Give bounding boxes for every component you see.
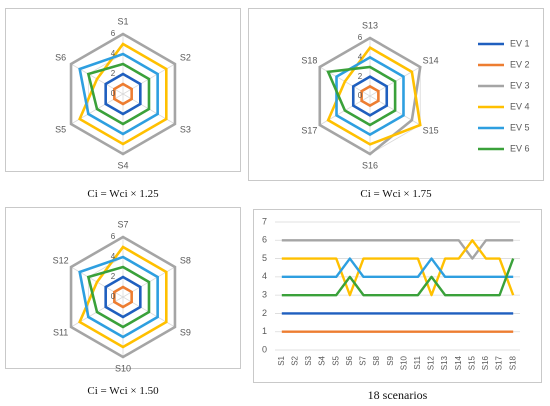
x-tick-label: S7: [359, 355, 368, 365]
radar-tick-label: 0: [111, 89, 116, 98]
radar-series-ev1: [351, 75, 389, 117]
x-tick-label: S5: [331, 355, 340, 365]
x-tick-label: S8: [372, 355, 381, 365]
radar-tick-label: 6: [111, 29, 116, 38]
radar-tick-label: 0: [111, 292, 116, 301]
radar-axis-label: S17: [301, 125, 317, 135]
x-tick-label: S1: [277, 355, 286, 365]
caption-radar-1: Ci = Wci × 1.25: [87, 188, 159, 200]
radar-series-ev6: [86, 62, 151, 126]
radar-tick-label: 6: [111, 232, 116, 241]
line-series-ev5: [281, 257, 514, 279]
x-tick-label: S16: [481, 355, 490, 370]
radar-tick-label: 6: [358, 33, 363, 42]
radar-tick-label: 4: [111, 252, 116, 261]
line-chart: 0 1 2 3 4 5 6 7 S1 S2 S3 S4 S5 S6 S7 S8 S9 S10 S11 S12 S13 S1…: [262, 216, 520, 370]
radar-tick-label: 2: [111, 69, 116, 78]
y-tick-label: 0: [262, 344, 267, 354]
radar-tick-label: 4: [358, 52, 363, 61]
caption-radar-2: Ci = Wci × 1.75: [360, 188, 432, 200]
x-tick-label: S6: [345, 355, 354, 365]
radar-axis-label: S15: [423, 125, 439, 135]
x-tick-label: S9: [386, 355, 395, 365]
radar-axis-label: S3: [180, 124, 191, 134]
x-tick-label: S12: [427, 355, 436, 370]
x-tick-label: S11: [413, 355, 422, 369]
y-tick-label: 3: [262, 290, 267, 300]
radar-series-ev2: [113, 285, 133, 309]
radar-chart-1: 0 2 4 6S1 S2 S3 S4 S5 S6: [55, 16, 191, 170]
radar-series-ev3: [69, 235, 177, 359]
y-tick-label: 6: [262, 235, 267, 245]
radar-tick-label: 2: [111, 272, 116, 281]
x-tick-label: S10: [399, 355, 408, 370]
legend-label: EV 3: [510, 80, 530, 90]
radar-axis-label: S12: [53, 255, 69, 265]
y-tick-label: 2: [262, 308, 267, 318]
radar-series-ev3: [69, 32, 177, 156]
radar-axis-label: S14: [423, 55, 439, 65]
radar-series-ev4: [78, 42, 168, 146]
radar-axis-label: S1: [117, 16, 128, 26]
radar-axis-label: S2: [180, 52, 191, 62]
x-tick-label: S15: [467, 355, 476, 370]
radar-axis-label: S9: [180, 327, 191, 337]
radar-series-ev5: [78, 255, 159, 339]
radar-axis-label: S6: [55, 52, 66, 62]
legend-label: EV 2: [510, 59, 530, 69]
y-tick-label: 5: [262, 253, 267, 263]
caption-radar-3: Ci = Wci × 1.50: [87, 385, 159, 397]
radar-axis-label: S13: [362, 20, 378, 30]
radar-series-ev2: [360, 84, 380, 108]
radar-chart-2: 0 2 4 6 S13 S14 S15 S16 S17 S18: [301, 20, 438, 170]
radar-tick-label: 2: [358, 72, 363, 81]
radar-series-ev4: [78, 245, 168, 349]
caption-line-chart: 18 scenarios: [367, 388, 428, 402]
radar-tick-label: 4: [111, 49, 116, 58]
y-tick-label: 1: [262, 326, 267, 336]
radar-axis-label: S18: [301, 55, 317, 65]
radar-axis-label: S5: [55, 124, 66, 134]
radar-series-ev5: [78, 52, 159, 136]
x-tick-label: S18: [508, 355, 517, 370]
radar-axis-label: S8: [180, 255, 191, 265]
radar-axis-label: S11: [53, 327, 68, 337]
legend-label: EV 6: [510, 143, 530, 153]
radar-series-ev1: [104, 275, 142, 319]
radar-tick-label: 0: [358, 91, 363, 100]
y-tick-label: 4: [262, 271, 267, 281]
legend-label: EV 1: [510, 38, 530, 48]
x-tick-label: S14: [454, 355, 463, 370]
radar-axis-label: S4: [117, 160, 128, 170]
x-tick-label: S2: [291, 355, 300, 365]
radar-series-ev5: [335, 55, 405, 137]
radar-series-ev6: [86, 265, 151, 329]
x-tick-label: S13: [440, 355, 449, 370]
x-tick-label: S17: [495, 355, 504, 370]
line-series-ev3: [281, 239, 514, 260]
legend-label: EV 4: [510, 101, 530, 111]
radar-series-ev6: [326, 65, 397, 127]
x-tick-label: S3: [304, 355, 313, 365]
radar-series-ev2: [113, 82, 133, 106]
legend-label: EV 5: [510, 122, 530, 132]
x-tick-label: S4: [318, 355, 327, 365]
radar-axis-label: S7: [117, 219, 128, 229]
radar-series-ev3: [318, 36, 422, 156]
legend: EV 1 EV 2 EV 3 EV 4 EV 5 EV 6: [478, 38, 530, 153]
line-series-ev4: [281, 239, 515, 297]
radar-axis-label: S10: [115, 363, 131, 373]
radar-chart-3: 0 2 4 6S7 S8 S9 S10 S11 S12: [53, 219, 191, 373]
y-tick-label: 7: [262, 216, 267, 226]
line-series-ev6: [281, 258, 515, 297]
radar-series-ev1: [104, 72, 142, 116]
radar-series-ev4: [326, 45, 422, 146]
radar-axis-label: S16: [362, 160, 378, 170]
